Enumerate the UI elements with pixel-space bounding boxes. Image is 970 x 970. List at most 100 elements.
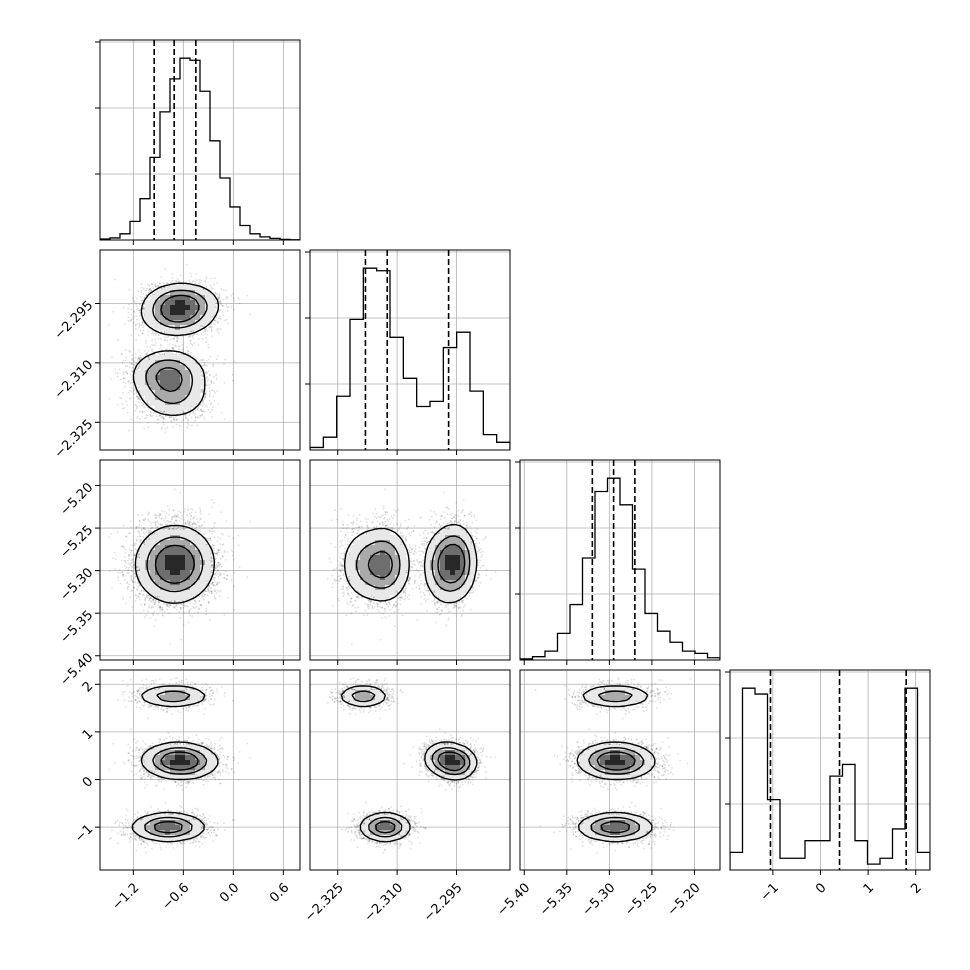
scatter-point	[195, 403, 198, 405]
scatter-point	[136, 406, 138, 409]
scatter-point	[209, 383, 211, 386]
scatter-point	[212, 395, 215, 398]
scatter-point	[199, 414, 202, 417]
scatter-point	[162, 423, 165, 426]
scatter-point	[135, 324, 138, 327]
scatter-point	[170, 415, 173, 418]
scatter-point	[144, 417, 146, 420]
scatter-point	[166, 426, 169, 429]
scatter-point	[151, 283, 153, 286]
scatter-point	[220, 411, 223, 414]
scatter-point	[133, 299, 136, 302]
scatter-point	[142, 293, 145, 295]
scatter-point	[164, 268, 167, 271]
scatter-point	[111, 356, 113, 358]
scatter-point	[207, 408, 210, 411]
scatter-point	[143, 410, 146, 413]
scatter-point	[140, 290, 143, 292]
scatter-point	[137, 290, 140, 293]
scatter-point	[160, 287, 163, 290]
scatter-point	[215, 302, 218, 304]
scatter-point	[153, 338, 156, 341]
scatter-point	[171, 277, 174, 279]
scatter-point	[161, 353, 164, 356]
scatter-point	[143, 288, 145, 290]
scatter-point	[157, 338, 160, 340]
scatter-point	[138, 398, 141, 401]
scatter-point	[124, 359, 127, 362]
scatter-point	[213, 376, 215, 378]
scatter-point	[143, 296, 146, 299]
scatter-point	[213, 277, 216, 280]
scatter-point	[154, 411, 157, 414]
scatter-point	[218, 328, 220, 330]
scatter-point	[134, 357, 137, 359]
scatter-point	[246, 294, 249, 297]
scatter-point	[164, 431, 166, 434]
scatter-point	[216, 390, 219, 393]
scatter-point	[210, 287, 213, 289]
scatter-point	[147, 349, 150, 352]
scatter-point	[132, 321, 135, 324]
scatter-point	[232, 297, 235, 300]
scatter-point	[209, 411, 212, 414]
scatter-point	[213, 382, 215, 384]
scatter-point	[219, 317, 222, 320]
scatter-point	[226, 305, 229, 308]
scatter-point	[121, 353, 123, 355]
scatter-point	[142, 307, 145, 309]
scatter-point	[202, 410, 205, 412]
scatter-point	[203, 361, 206, 364]
scatter-point	[160, 428, 163, 430]
scatter-point	[206, 379, 209, 382]
scatter-point	[201, 404, 204, 407]
scatter-point	[140, 296, 143, 298]
scatter-point	[214, 319, 217, 322]
scatter-point	[154, 284, 156, 287]
scatter-point	[139, 356, 142, 358]
scatter-point	[136, 323, 139, 325]
scatter-point	[130, 390, 133, 393]
scatter-point	[127, 308, 130, 310]
scatter-point	[201, 338, 204, 340]
scatter-point	[160, 276, 163, 278]
scatter-point	[203, 398, 205, 401]
scatter-point	[136, 368, 138, 371]
scatter-point	[157, 418, 160, 421]
scatter-point	[225, 289, 227, 292]
scatter-point	[138, 357, 140, 360]
scatter-point	[208, 373, 211, 376]
scatter-point	[169, 343, 171, 345]
scatter-point	[148, 284, 151, 287]
scatter-point	[211, 316, 214, 319]
scatter-point	[212, 365, 215, 368]
scatter-point	[186, 422, 189, 424]
scatter-point	[204, 281, 207, 283]
grid	[100, 40, 300, 240]
scatter-point	[202, 400, 205, 402]
scatter-point	[156, 284, 159, 287]
scatter-point	[124, 365, 127, 367]
scatter-point	[144, 349, 146, 352]
scatter-point	[135, 352, 137, 355]
scatter-point	[161, 411, 164, 413]
scatter-point	[131, 357, 134, 360]
scatter-point	[201, 388, 204, 391]
scatter-point	[218, 315, 221, 318]
scatter-point	[206, 376, 209, 378]
scatter-point	[163, 339, 166, 341]
scatter-point	[143, 307, 145, 310]
scatter-point	[141, 286, 143, 289]
scatter-point	[189, 340, 192, 342]
scatter-point	[208, 395, 211, 398]
scatter-point	[187, 418, 189, 421]
scatter-point	[141, 332, 144, 335]
scatter-point	[166, 282, 169, 285]
scatter-point	[141, 411, 144, 413]
scatter-point	[142, 404, 145, 406]
scatter-point	[141, 321, 144, 324]
scatter-point	[139, 399, 142, 401]
scatter-point	[197, 338, 200, 340]
scatter-point	[130, 319, 132, 322]
scatter-point	[205, 276, 208, 279]
